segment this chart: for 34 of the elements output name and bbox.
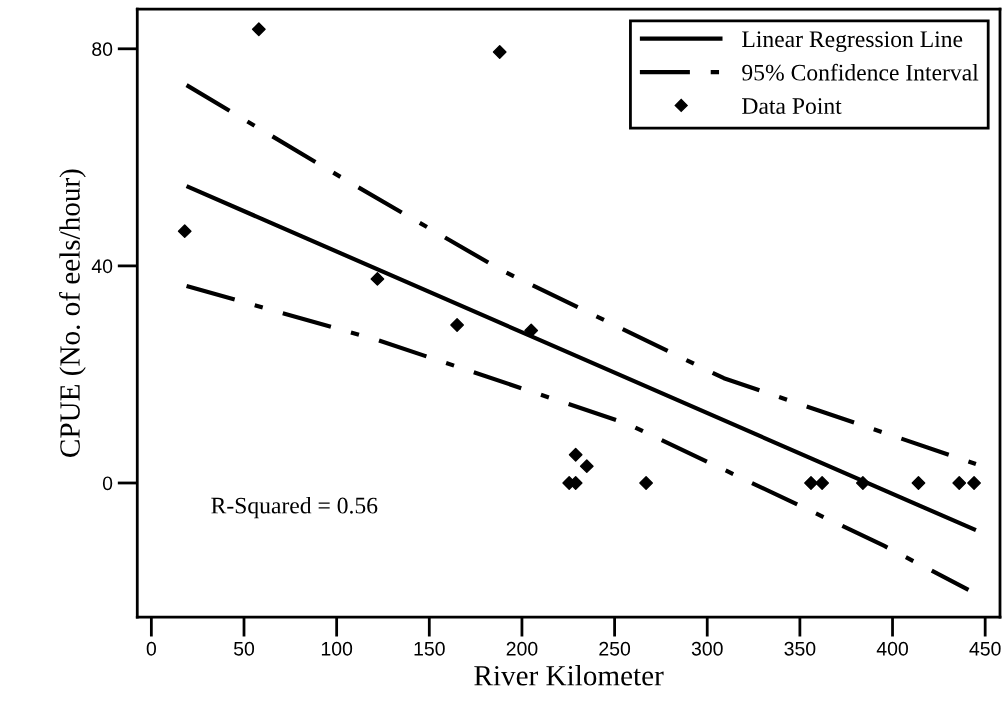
point xyxy=(911,476,926,490)
x-tick-label: 200 xyxy=(506,641,538,656)
point xyxy=(952,476,967,490)
x-tick-label: 400 xyxy=(876,641,908,656)
x-tick-label: 300 xyxy=(691,641,723,656)
y-tick-label: 40 xyxy=(91,259,113,274)
point xyxy=(568,447,583,462)
point xyxy=(370,272,385,286)
point xyxy=(177,224,192,239)
y-tick-label: 0 xyxy=(102,476,113,491)
x-tick-label: 150 xyxy=(414,641,445,656)
x-axis-title: River Kilometer xyxy=(474,665,664,686)
x-tick-label: 350 xyxy=(784,641,816,656)
x-tick-label: 50 xyxy=(233,641,255,656)
line-series xyxy=(184,83,978,467)
legend-label: Linear Regression Line xyxy=(742,31,963,53)
point xyxy=(450,318,464,332)
legend-label: 95% Confidence Interval xyxy=(742,63,979,81)
x-tick-label: 450 xyxy=(969,641,1001,656)
point xyxy=(967,476,981,490)
x-tick-label: 0 xyxy=(146,641,156,656)
point xyxy=(639,476,653,490)
x-tick-label: 250 xyxy=(599,641,631,656)
point xyxy=(815,476,830,490)
annotation: R-Squared = 0.56 xyxy=(211,496,378,519)
point xyxy=(492,45,507,59)
line-series xyxy=(184,283,971,592)
point xyxy=(804,476,818,490)
legend-label: Data Point xyxy=(742,98,842,114)
y-axis-title: CPUE (No. of eels/hour) xyxy=(59,169,86,457)
y-tick-label: 80 xyxy=(92,42,113,57)
x-tick-label: 100 xyxy=(321,641,353,656)
point xyxy=(251,22,266,37)
point xyxy=(579,459,594,474)
